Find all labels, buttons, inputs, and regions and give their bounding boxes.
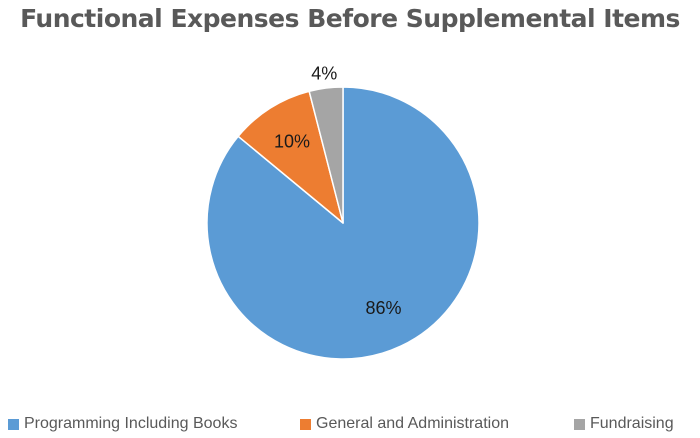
legend-item-programming: Programming Including Books — [8, 413, 237, 435]
data-label-programming: 86% — [365, 298, 401, 318]
legend-label-programming: Programming Including Books — [24, 415, 238, 432]
legend-item-fundraising: Fundraising — [574, 413, 674, 435]
legend-item-general-administration: General and Administration — [300, 413, 509, 435]
legend-swatch-general-administration — [300, 418, 311, 430]
data-label-fundraising: 4% — [311, 63, 337, 83]
legend-swatch-fundraising — [574, 418, 585, 430]
pie-slice-general-administration — [237, 90, 344, 224]
data-label-general-administration: 10% — [274, 131, 310, 151]
legend-label-general-administration: General and Administration — [316, 415, 509, 432]
pie-slice-fundraising — [308, 86, 344, 224]
chart-title: Functional Expenses Before Supplemental … — [20, 4, 680, 33]
legend: Programming Including Books General and … — [0, 413, 700, 435]
legend-label-fundraising: Fundraising — [590, 415, 674, 432]
legend-swatch-programming — [8, 418, 19, 430]
